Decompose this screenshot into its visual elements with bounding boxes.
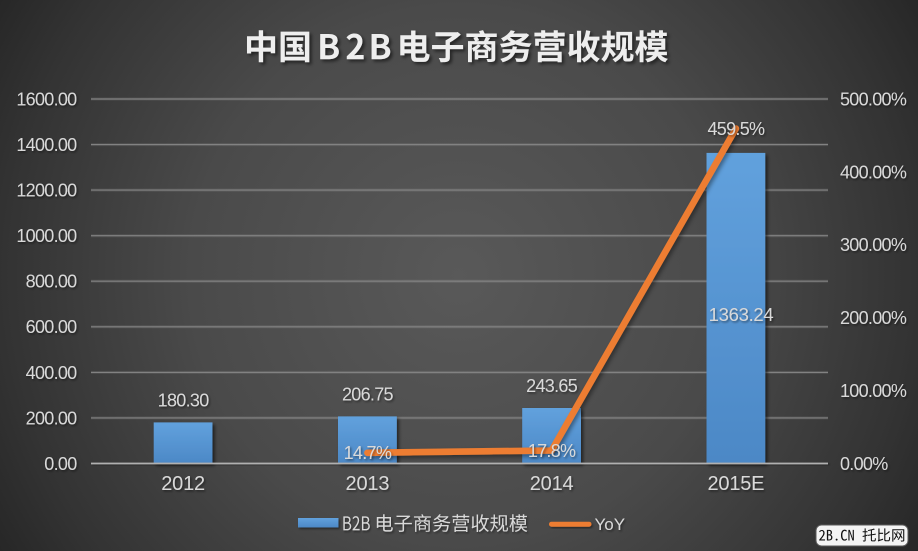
svg-text:2013: 2013 [346, 473, 390, 495]
svg-text:200.00%: 200.00% [840, 308, 907, 328]
svg-text:800.00: 800.00 [26, 272, 78, 292]
svg-text:2014: 2014 [530, 473, 574, 495]
svg-text:1200.00: 1200.00 [16, 181, 77, 201]
svg-text:1000.00: 1000.00 [16, 226, 77, 246]
svg-text:180.30: 180.30 [158, 391, 210, 411]
svg-text:100.00%: 100.00% [840, 381, 907, 401]
svg-text:400.00%: 400.00% [840, 162, 907, 182]
svg-text:17.8%: 17.8% [528, 441, 576, 461]
svg-text:600.00: 600.00 [26, 317, 78, 337]
svg-text:243.65: 243.65 [526, 376, 578, 396]
svg-text:0.00%: 0.00% [840, 454, 888, 474]
svg-text:200.00: 200.00 [26, 408, 78, 428]
svg-text:500.00%: 500.00% [840, 89, 907, 109]
svg-text:206.75: 206.75 [342, 385, 394, 405]
svg-text:2015E: 2015E [707, 473, 764, 495]
svg-text:14.7%: 14.7% [344, 443, 392, 463]
svg-text:459.5%: 459.5% [707, 119, 765, 139]
svg-text:YoY: YoY [595, 515, 626, 534]
svg-text:2012: 2012 [161, 473, 205, 495]
svg-text:1600.00: 1600.00 [16, 89, 77, 109]
svg-text:0.00: 0.00 [44, 454, 77, 474]
svg-text:400.00: 400.00 [26, 363, 78, 383]
svg-text:1400.00: 1400.00 [16, 135, 77, 155]
svg-text:300.00%: 300.00% [840, 235, 907, 255]
svg-text:1363.24: 1363.24 [709, 304, 774, 325]
